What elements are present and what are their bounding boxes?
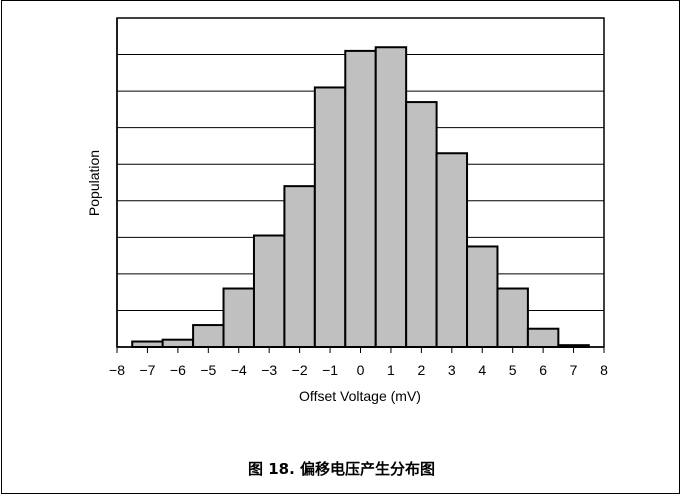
- histogram-bar: [374, 46, 408, 348]
- x-axis-label: Offset Voltage (mV): [299, 388, 421, 404]
- histogram-bars: [131, 46, 590, 349]
- x-tick-label: −6: [170, 362, 186, 378]
- x-tick-label: −5: [200, 362, 216, 378]
- x-tick-label: 5: [509, 362, 517, 378]
- histogram-bar: [313, 86, 347, 348]
- histogram-bar: [526, 327, 560, 349]
- x-tick-label: 0: [357, 362, 365, 378]
- x-tick-label: 4: [478, 362, 486, 378]
- histogram-bar: [435, 152, 469, 348]
- histogram-bar: [161, 338, 195, 349]
- y-axis-label: Population: [86, 150, 102, 216]
- histogram-bar: [466, 245, 499, 349]
- figure-caption: 图 18. 偏移电压产生分布图: [247, 460, 436, 478]
- histogram-bar: [496, 287, 529, 348]
- histogram-bar: [192, 324, 225, 349]
- x-tick-label: −2: [292, 362, 308, 378]
- x-tick-label: 3: [448, 362, 456, 378]
- histogram-bar: [252, 234, 286, 348]
- histogram-bar: [222, 287, 255, 348]
- x-tick-label: 6: [539, 362, 547, 378]
- x-tick-label: 2: [417, 362, 425, 378]
- x-tick-label: −8: [109, 362, 125, 378]
- x-tick-label: −3: [261, 362, 277, 378]
- x-tick-label: −1: [322, 362, 338, 378]
- x-ticks: [116, 347, 605, 353]
- histogram-bar: [344, 49, 377, 349]
- x-tick-labels: −8 −7 −6 −5 −4 −3 −2 −1 0 1 2 3 4 5 6 7 8: [109, 362, 608, 378]
- x-tick-label: 8: [600, 362, 608, 378]
- histogram-bar: [405, 101, 438, 348]
- x-tick-label: −4: [231, 362, 247, 378]
- histogram-bar: [283, 185, 316, 348]
- x-tick-label: −7: [139, 362, 155, 378]
- histogram-bar: [131, 340, 164, 348]
- x-tick-label: 7: [570, 362, 578, 378]
- x-tick-label: 1: [387, 362, 395, 378]
